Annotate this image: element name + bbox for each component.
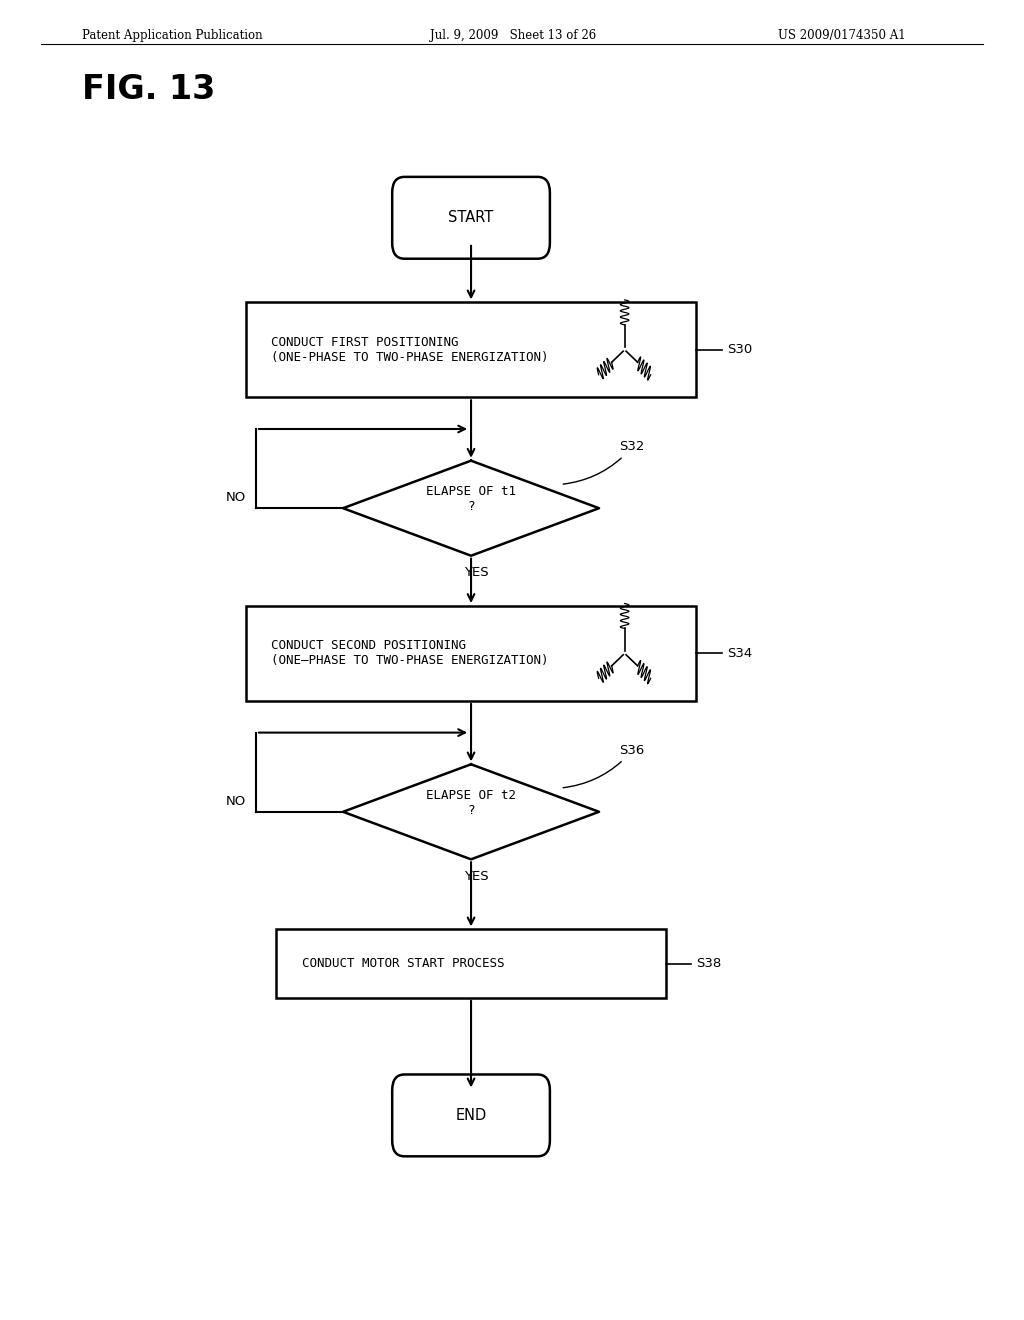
Text: S36: S36 (563, 744, 645, 788)
Text: NO: NO (225, 491, 246, 504)
Text: CONDUCT MOTOR START PROCESS: CONDUCT MOTOR START PROCESS (302, 957, 505, 970)
Text: S38: S38 (696, 957, 722, 970)
Text: S34: S34 (727, 647, 753, 660)
Text: ELAPSE OF t1
?: ELAPSE OF t1 ? (426, 484, 516, 513)
Text: NO: NO (225, 795, 246, 808)
Bar (246, 302, 696, 397)
FancyBboxPatch shape (392, 1074, 550, 1156)
Text: END: END (456, 1107, 486, 1123)
Text: CONDUCT FIRST POSITIONING
(ONE-PHASE TO TWO-PHASE ENERGIZATION): CONDUCT FIRST POSITIONING (ONE-PHASE TO … (271, 335, 549, 364)
Text: YES: YES (464, 566, 488, 579)
Text: FIG. 13: FIG. 13 (82, 73, 215, 106)
Text: S32: S32 (563, 441, 645, 484)
Text: Jul. 9, 2009   Sheet 13 of 26: Jul. 9, 2009 Sheet 13 of 26 (430, 29, 596, 42)
Polygon shape (343, 461, 599, 556)
Bar (276, 929, 666, 998)
Polygon shape (343, 764, 599, 859)
Text: US 2009/0174350 A1: US 2009/0174350 A1 (778, 29, 906, 42)
FancyBboxPatch shape (392, 177, 550, 259)
Bar (246, 606, 696, 701)
Text: Patent Application Publication: Patent Application Publication (82, 29, 262, 42)
Text: S30: S30 (727, 343, 753, 356)
Text: START: START (449, 210, 494, 226)
Text: CONDUCT SECOND POSITIONING
(ONE–PHASE TO TWO-PHASE ENERGIZATION): CONDUCT SECOND POSITIONING (ONE–PHASE TO… (271, 639, 549, 668)
Text: YES: YES (464, 870, 488, 883)
Text: ELAPSE OF t2
?: ELAPSE OF t2 ? (426, 788, 516, 817)
